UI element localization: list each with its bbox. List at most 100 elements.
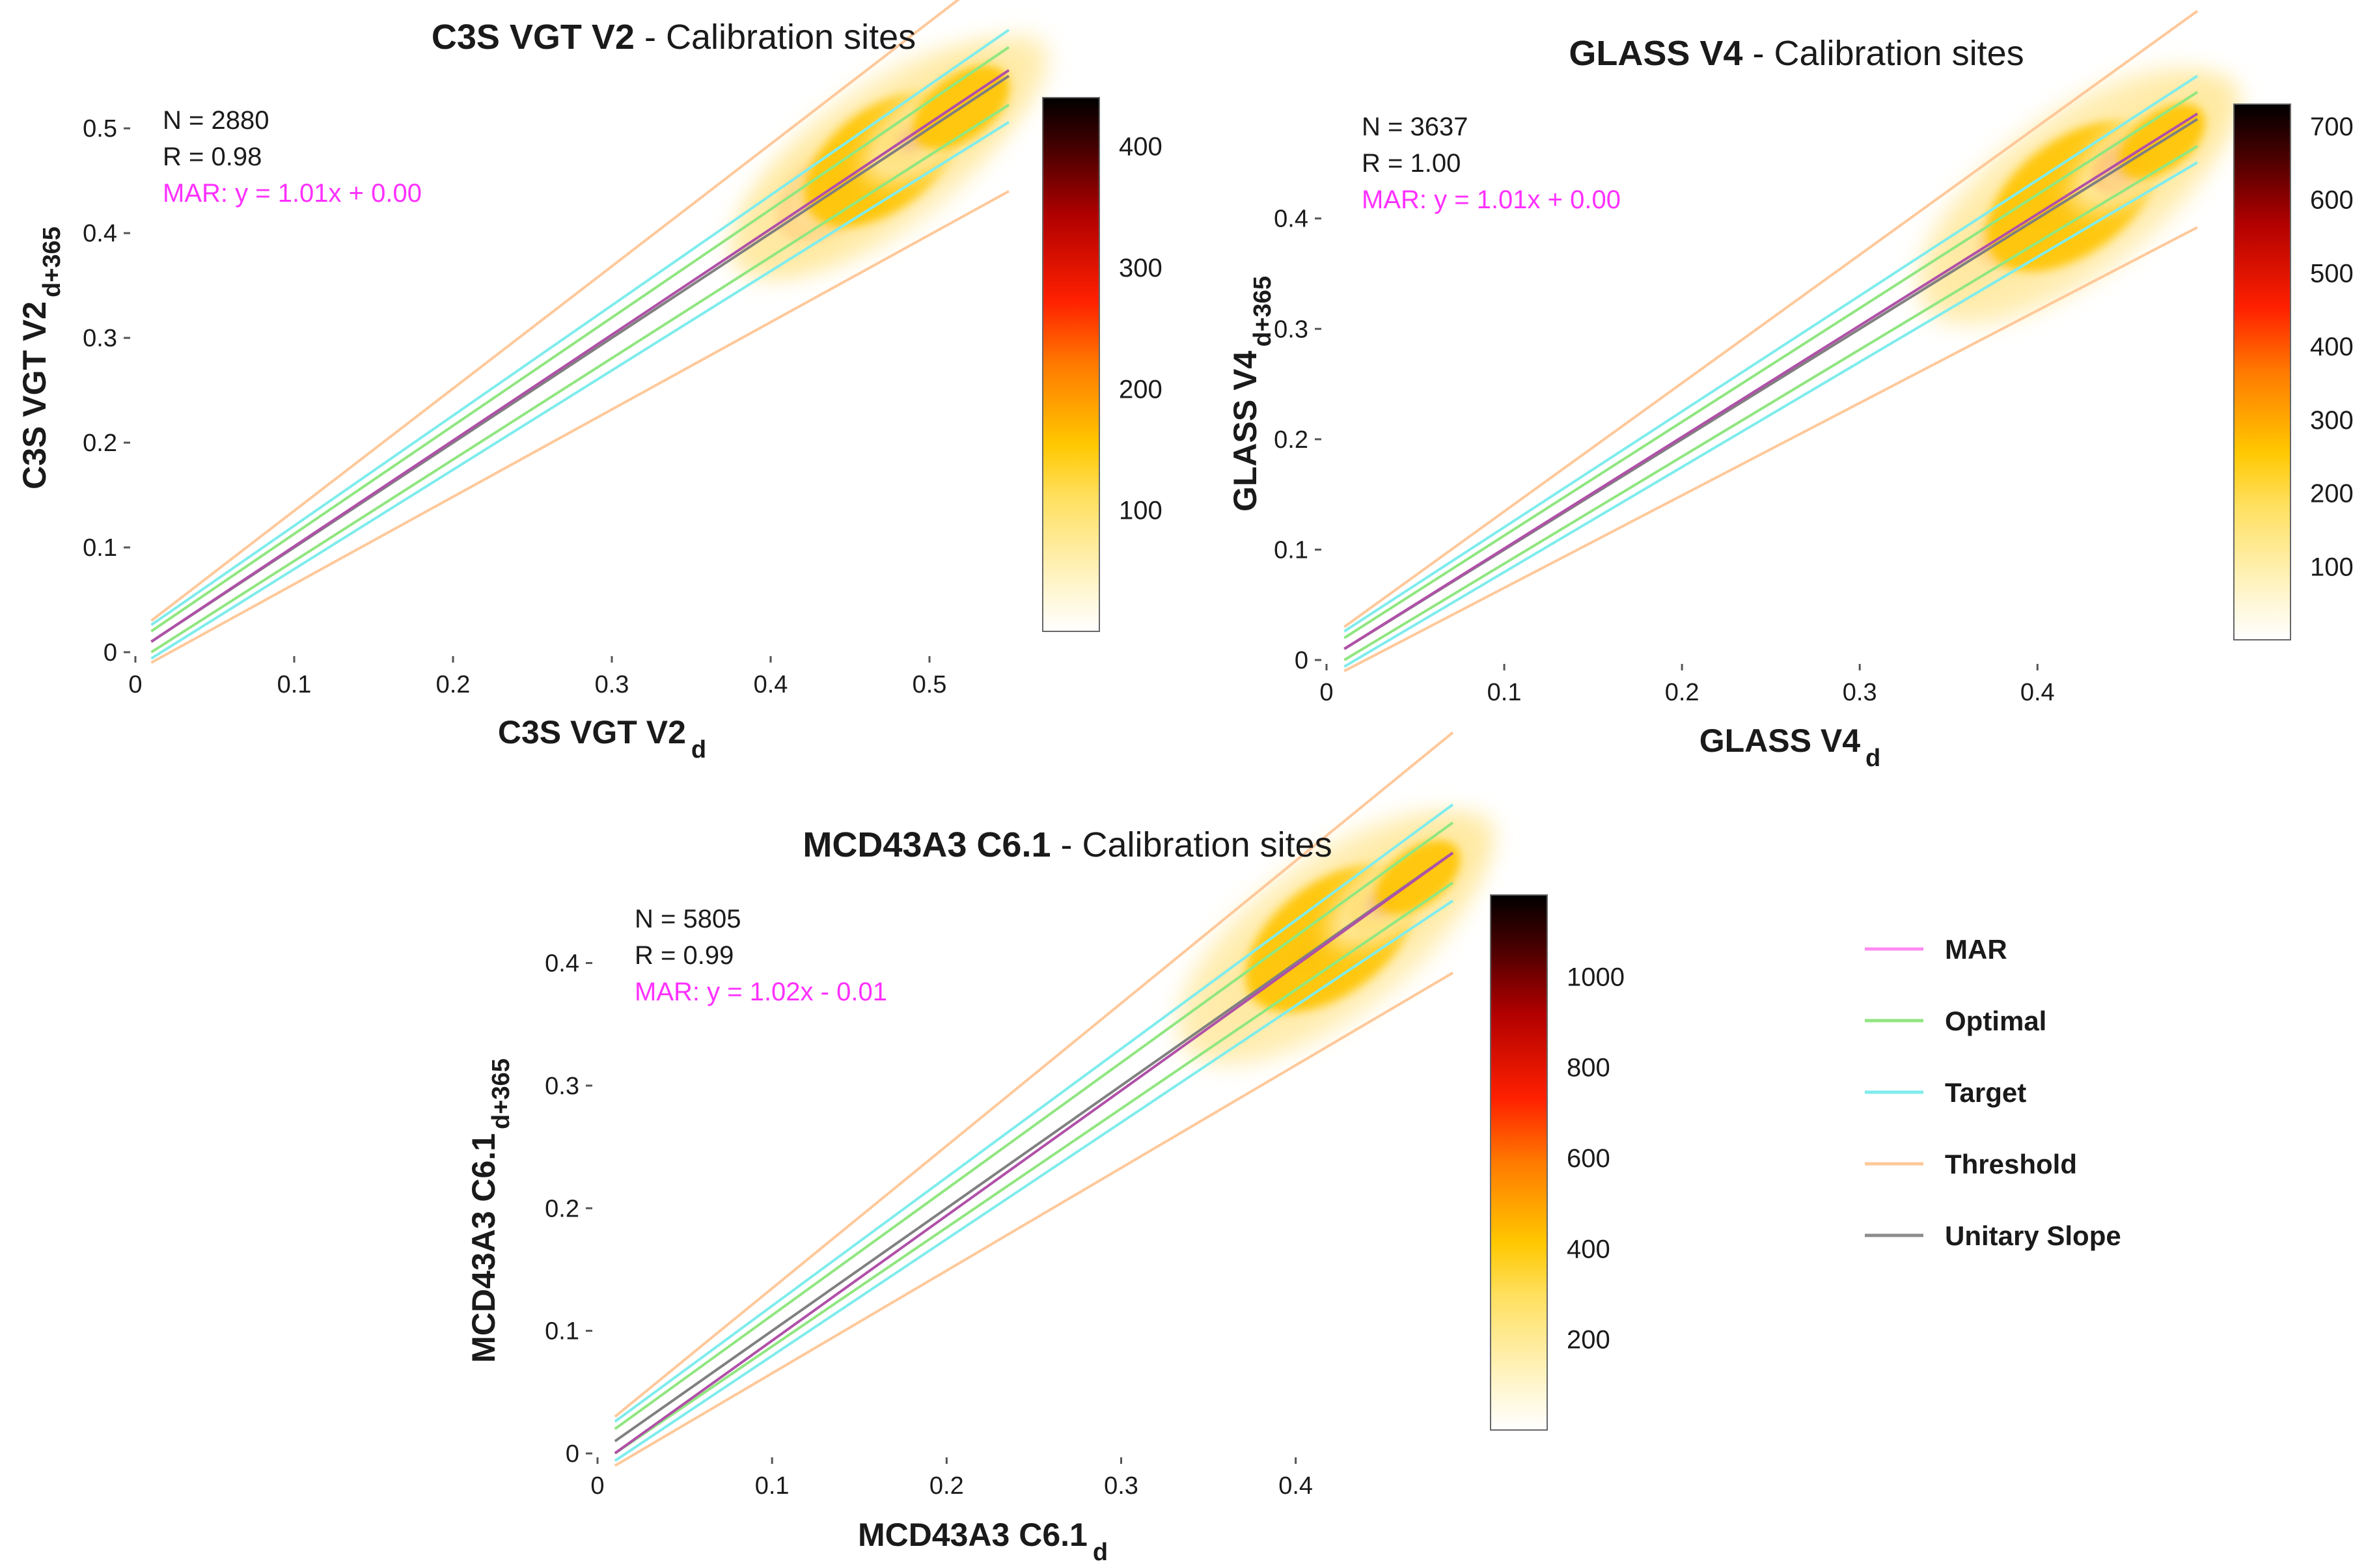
x-tick-label: 0 — [128, 671, 142, 698]
colorbar-tick-label: 700 — [2310, 113, 2354, 141]
chart-title-rest: - Calibration sites — [1051, 825, 1332, 864]
legend-label: Unitary Slope — [1945, 1220, 2121, 1251]
stat-n: N = 3637 — [1362, 113, 1468, 141]
threshold-lower-line — [150, 190, 1010, 664]
x-axis-label-sub: d — [1865, 745, 1880, 772]
axes: 0 0.1 0.2 0.3 0.4 0 0.1 0.2 0.3 0.4 — [1274, 206, 2054, 706]
x-axis-label: GLASS V4 d — [1699, 722, 1881, 772]
panel-c3s-vgt-v2: 0 0.1 0.2 0.3 0.4 0.5 0 0.1 0.2 0.3 0.4 0.5 C3S VGT … — [16, 0, 1162, 763]
axes: 0 0.1 0.2 0.3 0.4 0.5 0 0.1 0.2 0.3 0.4 0.5 — [83, 115, 946, 698]
optimal-lower-line — [150, 103, 1010, 653]
mar-fit-line — [150, 69, 1010, 643]
y-tick-label: 0.1 — [1274, 536, 1308, 564]
legend-label: Optimal — [1945, 1006, 2046, 1036]
x-axis-label-sub: d — [691, 736, 706, 763]
x-tick-label: 0.4 — [2020, 679, 2055, 706]
target-lower-line — [614, 900, 1454, 1462]
y-tick-label: 0.4 — [83, 220, 117, 247]
legend-label: MAR — [1945, 934, 2007, 965]
legend-item: MAR — [1865, 934, 2007, 965]
x-tick-label: 0.1 — [1487, 679, 1522, 706]
y-axis-label: MCD43A3 C6.1 d+365 — [465, 1058, 515, 1363]
legend-item: Target — [1865, 1077, 2026, 1108]
colorbar-gradient — [1042, 97, 1100, 632]
axes: 0 0.1 0.2 0.3 0.4 0 0.1 0.2 0.3 0.4 — [545, 950, 1313, 1500]
colorbar: 200 400 600 800 1000 — [1490, 894, 1625, 1431]
threshold-upper-line — [614, 731, 1454, 1418]
panel-mcd43a3: 0 0.1 0.2 0.3 0.4 0 0.1 0.2 0.3 0.4 MCD43A3 C6.1 -… — [465, 731, 1625, 1566]
y-axis-label-main: GLASS V4 — [1227, 351, 1263, 512]
chart-title: GLASS V4 - Calibration sites — [1569, 34, 2024, 73]
optimal-lower-line — [614, 881, 1454, 1455]
x-tick-label: 0.2 — [1665, 679, 1699, 706]
reference-lines — [1343, 10, 2199, 672]
y-tick-label: 0.4 — [1274, 206, 1308, 233]
colorbar-tick-label: 200 — [2310, 480, 2354, 508]
y-tick-label: 0.1 — [545, 1318, 579, 1345]
colorbar-tick-label: 600 — [2310, 186, 2354, 215]
colorbar-tick-label: 500 — [2310, 259, 2354, 288]
unitary-slope-line — [614, 851, 1454, 1442]
colorbar-tick-label: 100 — [2310, 553, 2354, 581]
stat-r: R = 0.99 — [635, 941, 734, 970]
optimal-upper-line — [614, 821, 1454, 1430]
mar-fit-line — [1343, 113, 2199, 650]
x-tick-label: 0.3 — [1843, 679, 1877, 706]
y-tick-label: 0.3 — [545, 1073, 579, 1100]
colorbar-tick-label: 400 — [1119, 133, 1162, 161]
x-tick-label: 0 — [1319, 679, 1333, 706]
y-tick-label: 0.4 — [545, 950, 579, 978]
x-tick-label: 0 — [590, 1472, 604, 1500]
y-axis-label: GLASS V4 d+365 — [1227, 276, 1276, 512]
target-upper-line — [150, 29, 1010, 626]
colorbar-gradient — [1490, 894, 1548, 1431]
y-axis-label-main: C3S VGT V2 — [16, 301, 53, 489]
threshold-lower-line — [1343, 226, 2198, 672]
colorbar-tick-label: 100 — [1119, 497, 1162, 525]
target-lower-line — [1343, 161, 2199, 668]
colorbar: 100 200 300 400 — [1042, 97, 1162, 632]
x-axis-label-sub: d — [1093, 1539, 1108, 1566]
chart-title-rest: - Calibration sites — [1742, 34, 2024, 73]
x-tick-label: 0.1 — [277, 671, 312, 698]
optimal-upper-line — [1343, 90, 2199, 639]
legend-item: Unitary Slope — [1865, 1220, 2121, 1251]
chart-title: C3S VGT V2 - Calibration sites — [432, 18, 916, 57]
colorbar-tick-label: 300 — [2310, 406, 2354, 435]
y-axis-label-sub: d+365 — [488, 1058, 515, 1129]
colorbar-tick-label: 200 — [1119, 375, 1162, 404]
x-axis-label: MCD43A3 C6.1 d — [858, 1517, 1108, 1566]
legend-label: Target — [1945, 1077, 2026, 1108]
y-tick-label: 0 — [566, 1440, 579, 1468]
reference-lines — [150, 0, 1010, 664]
y-tick-label: 0 — [103, 639, 117, 667]
colorbar-tick-label: 800 — [1567, 1054, 1610, 1082]
optimal-lower-line — [1343, 144, 2199, 661]
colorbar-tick-label: 300 — [1119, 254, 1162, 282]
legend: MAR Optimal Target Threshold Unitary Slope — [1865, 934, 2121, 1251]
y-tick-label: 0.5 — [83, 115, 117, 143]
y-tick-label: 0.1 — [83, 534, 117, 562]
y-tick-label: 0.3 — [1274, 316, 1308, 343]
y-tick-label: 0.3 — [83, 325, 117, 352]
stat-n: N = 2880 — [163, 106, 269, 135]
optimal-upper-line — [150, 46, 1010, 633]
stat-r: R = 0.98 — [163, 143, 262, 171]
threshold-upper-line — [1343, 10, 2199, 628]
x-tick-label: 0.2 — [929, 1472, 964, 1500]
colorbar-tick-label: 400 — [2310, 333, 2354, 361]
y-tick-label: 0 — [1295, 647, 1308, 674]
x-axis-label: C3S VGT V2 d — [498, 714, 706, 763]
colorbar-tick-label: 400 — [1567, 1235, 1610, 1263]
colorbar-tick-label: 200 — [1567, 1326, 1610, 1355]
stat-r: R = 1.00 — [1362, 149, 1461, 178]
y-axis-label-main: MCD43A3 C6.1 — [465, 1133, 502, 1363]
reference-lines — [614, 731, 1454, 1467]
mar-fit-line — [614, 851, 1454, 1455]
x-tick-label: 0.3 — [595, 671, 629, 698]
stat-mar: MAR: y = 1.02x - 0.01 — [635, 978, 887, 1006]
colorbar-tick-label: 1000 — [1567, 963, 1625, 991]
chart-title: MCD43A3 C6.1 - Calibration sites — [803, 825, 1332, 864]
x-axis-label-main: C3S VGT V2 — [498, 714, 686, 750]
chart-title-bold: MCD43A3 C6.1 — [803, 825, 1051, 864]
